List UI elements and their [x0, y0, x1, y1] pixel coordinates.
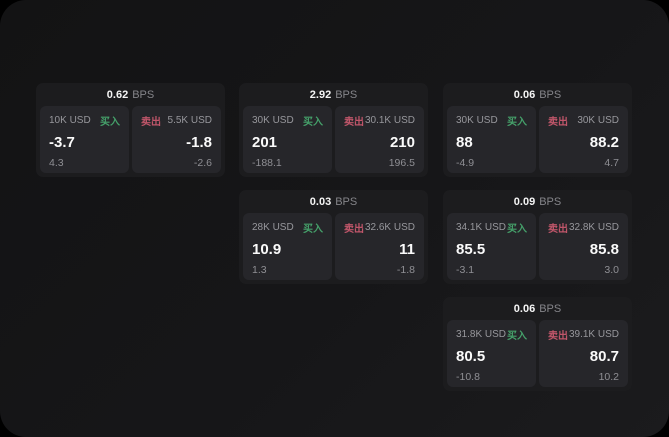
sell-price: 210	[389, 134, 415, 152]
quote-card: 0.62 BPS 10K USD 买入 -3.7 4.3 卖出 5.5K USD…	[36, 83, 225, 177]
sell-quote-panel[interactable]: 卖出 30.1K USD 210 196.5	[335, 106, 424, 173]
sell-price: 11	[399, 241, 415, 259]
buy-size: 10K USD	[49, 115, 91, 126]
spread-header: 0.03 BPS	[243, 190, 424, 213]
sell-sub-value: 10.2	[598, 370, 619, 383]
buy-size: 28K USD	[252, 222, 294, 233]
sell-side-label: 卖出	[548, 224, 568, 235]
sell-sub-value: 3.0	[604, 263, 619, 276]
quote-card: 0.09 BPS 34.1K USD 买入 85.5 -3.1 卖出 32.8K…	[443, 190, 632, 284]
sell-side-label: 卖出	[548, 117, 568, 128]
sell-side-label: 卖出	[141, 117, 161, 128]
spread-unit: BPS	[132, 88, 155, 101]
sell-price: -1.8	[186, 134, 212, 152]
sell-size: 30.1K USD	[364, 115, 415, 126]
buy-sub-value: 4.3	[49, 156, 64, 169]
buy-size: 30K USD	[456, 115, 498, 126]
buy-price: 80.5	[456, 348, 486, 366]
sell-price: 88.2	[589, 134, 619, 152]
quote-card: 0.06 BPS 30K USD 买入 88 -4.9 卖出 30K USD 8…	[443, 83, 632, 177]
sell-size: 39.1K USD	[568, 329, 619, 340]
buy-sub-value: -3.1	[456, 263, 475, 276]
spread-unit: BPS	[335, 88, 358, 101]
spread-value: 0.06	[513, 302, 536, 315]
buy-price: 85.5	[456, 241, 486, 259]
sell-price: 85.8	[589, 241, 619, 259]
sell-size: 30K USD	[577, 115, 619, 126]
buy-sub-value: -4.9	[456, 156, 475, 169]
spread-value: 0.62	[106, 88, 129, 101]
sell-sub-value: -2.6	[193, 156, 212, 169]
sell-sub-value: 4.7	[604, 156, 619, 169]
quote-card: 2.92 BPS 30K USD 买入 201 -188.1 卖出 30.1K …	[239, 83, 428, 177]
buy-side-label: 买入	[100, 117, 120, 128]
buy-price: -3.7	[49, 134, 75, 152]
spread-header: 0.06 BPS	[447, 83, 628, 106]
buy-quote-panel[interactable]: 30K USD 买入 201 -188.1	[243, 106, 332, 173]
sell-price: 80.7	[589, 348, 619, 366]
quote-card: 0.03 BPS 28K USD 买入 10.9 1.3 卖出 32.6K US…	[239, 190, 428, 284]
sell-sub-value: 196.5	[388, 156, 415, 169]
buy-price: 201	[252, 134, 278, 152]
buy-quote-panel[interactable]: 28K USD 买入 10.9 1.3	[243, 213, 332, 280]
sell-side-label: 卖出	[548, 331, 568, 342]
spread-value: 2.92	[309, 88, 332, 101]
sell-quote-panel[interactable]: 卖出 5.5K USD -1.8 -2.6	[132, 106, 221, 173]
sell-side-label: 卖出	[344, 224, 364, 235]
buy-side-label: 买入	[507, 224, 527, 235]
buy-size: 34.1K USD	[456, 222, 507, 233]
buy-size: 30K USD	[252, 115, 294, 126]
buy-sub-value: -10.8	[456, 370, 480, 383]
sell-size: 32.8K USD	[568, 222, 619, 233]
quote-card: 0.06 BPS 31.8K USD 买入 80.5 -10.8 卖出 39.1…	[443, 297, 632, 391]
spread-unit: BPS	[335, 195, 358, 208]
spread-header: 0.62 BPS	[40, 83, 221, 106]
buy-quote-panel[interactable]: 34.1K USD 买入 85.5 -3.1	[447, 213, 536, 280]
buy-side-label: 买入	[303, 117, 323, 128]
spread-value: 0.06	[513, 88, 536, 101]
sell-sub-value: -1.8	[396, 263, 415, 276]
sell-quote-panel[interactable]: 卖出 30K USD 88.2 4.7	[539, 106, 628, 173]
buy-side-label: 买入	[303, 224, 323, 235]
spread-unit: BPS	[539, 88, 562, 101]
spread-unit: BPS	[539, 302, 562, 315]
buy-quote-panel[interactable]: 30K USD 买入 88 -4.9	[447, 106, 536, 173]
buy-quote-panel[interactable]: 31.8K USD 买入 80.5 -10.8	[447, 320, 536, 387]
sell-quote-panel[interactable]: 卖出 32.8K USD 85.8 3.0	[539, 213, 628, 280]
spread-header: 0.06 BPS	[447, 297, 628, 320]
spread-value: 0.03	[309, 195, 332, 208]
sell-side-label: 卖出	[344, 117, 364, 128]
buy-price: 10.9	[252, 241, 282, 259]
buy-sub-value: -188.1	[252, 156, 282, 169]
sell-quote-panel[interactable]: 卖出 32.6K USD 11 -1.8	[335, 213, 424, 280]
sell-quote-panel[interactable]: 卖出 39.1K USD 80.7 10.2	[539, 320, 628, 387]
spread-value: 0.09	[513, 195, 536, 208]
buy-price: 88	[456, 134, 473, 152]
spread-unit: BPS	[539, 195, 562, 208]
buy-size: 31.8K USD	[456, 329, 507, 340]
sell-size: 5.5K USD	[167, 115, 212, 126]
buy-side-label: 买入	[507, 117, 527, 128]
buy-quote-panel[interactable]: 10K USD 买入 -3.7 4.3	[40, 106, 129, 173]
spread-header: 0.09 BPS	[447, 190, 628, 213]
buy-sub-value: 1.3	[252, 263, 267, 276]
sell-size: 32.6K USD	[364, 222, 415, 233]
spread-header: 2.92 BPS	[243, 83, 424, 106]
buy-side-label: 买入	[507, 331, 527, 342]
